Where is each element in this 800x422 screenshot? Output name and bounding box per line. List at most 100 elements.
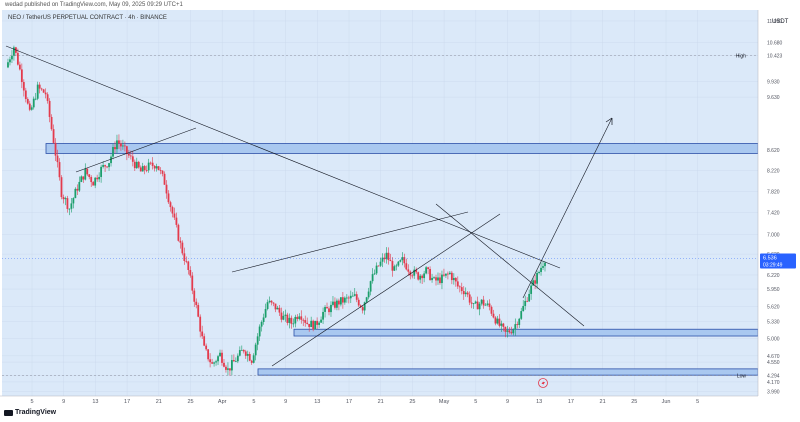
candle-down (40, 88, 43, 90)
candle-down (516, 324, 519, 325)
candle-down (88, 174, 91, 178)
candle-up (393, 266, 396, 271)
candle-down (157, 166, 160, 171)
candle-down (274, 303, 277, 310)
candle-up (320, 319, 322, 323)
candle-up (288, 317, 291, 323)
candle-up (155, 166, 158, 169)
candle-down (232, 360, 235, 362)
candle-down (387, 252, 390, 261)
x-tick-label: 5 (696, 399, 699, 405)
lightning-icon (541, 380, 545, 387)
candle-up (441, 274, 443, 284)
candle-down (52, 129, 55, 143)
candle-down (185, 260, 188, 262)
candle-down (179, 240, 182, 243)
candle-down (207, 349, 210, 360)
candle-down (280, 312, 283, 320)
candle-up (433, 277, 435, 279)
candle-down (129, 155, 132, 157)
candle-down (510, 332, 513, 334)
candle-down (270, 300, 273, 303)
candle-down (504, 326, 507, 332)
candle-up (141, 166, 144, 172)
candle-down (389, 260, 392, 262)
candle-down (435, 277, 437, 281)
candle-up (500, 323, 503, 326)
candle-up (116, 140, 118, 150)
x-tick-label: 25 (187, 399, 193, 405)
candle-down (177, 224, 180, 241)
candle-up (518, 318, 521, 325)
candle-up (367, 291, 370, 298)
candle-up (353, 294, 356, 296)
y-tick-label: 10.680 (767, 40, 783, 46)
candle-up (213, 362, 215, 364)
candle-up (486, 303, 489, 305)
trendlines-layer (5, 45, 613, 367)
candle-down (526, 300, 529, 302)
x-tick-label: 9 (62, 399, 65, 405)
candle-down (82, 176, 85, 180)
candle-down (492, 313, 495, 318)
candle-down (460, 287, 463, 292)
candle-up (401, 257, 404, 261)
trendline (75, 127, 197, 173)
candle-down (16, 52, 19, 65)
candle-up (472, 303, 475, 305)
candle-up (34, 98, 37, 100)
x-tick-label: 21 (378, 399, 384, 405)
candle-up (522, 305, 525, 312)
candle-down (290, 317, 293, 324)
candle-up (532, 280, 535, 286)
last-price-value: 6.536 (763, 256, 777, 262)
candle-down (86, 168, 89, 175)
x-tick-label: 17 (346, 399, 352, 405)
candle-down (242, 349, 245, 352)
candle-down (120, 143, 122, 147)
candle-down (308, 323, 311, 328)
zone-box (257, 368, 759, 376)
y-tick-label: 7.000 (767, 232, 780, 238)
candle-up (276, 307, 279, 310)
x-tick-label: Apr (218, 399, 227, 405)
candle-up (336, 300, 338, 308)
candle-up (112, 147, 114, 157)
candle-down (248, 353, 251, 361)
candle-up (448, 272, 451, 274)
candle-up (78, 181, 81, 191)
candle-down (439, 277, 441, 284)
trendline (231, 211, 469, 273)
price-axis[interactable] (758, 10, 800, 396)
y-tick-label: 8.620 (767, 148, 780, 154)
y-tick-label: 6.220 (767, 273, 780, 279)
candle-up (369, 281, 372, 292)
candle-down (328, 308, 330, 313)
candle-down (187, 261, 190, 271)
candle-down (403, 257, 406, 264)
candle-up (260, 321, 263, 327)
candle-down (193, 290, 196, 302)
candle-down (195, 301, 198, 306)
candle-down (534, 280, 536, 284)
candle-down (494, 317, 497, 324)
candle-up (147, 162, 150, 171)
currency-label: USDT (772, 19, 789, 25)
trendline (271, 213, 501, 367)
candle-down (326, 307, 328, 309)
y-tick-label: 10.423 (767, 54, 783, 60)
candle-up (284, 314, 287, 316)
candle-up (474, 301, 477, 304)
candle-up (478, 303, 481, 310)
candle-up (227, 368, 229, 370)
candle-up (332, 301, 334, 305)
candle-up (234, 361, 237, 363)
candle-up (80, 176, 83, 182)
candle-up (246, 353, 249, 356)
tradingview-brand: TradingView (15, 409, 57, 416)
candles-layer (7, 45, 546, 376)
candle-down (92, 182, 95, 186)
candle-up (419, 275, 422, 280)
candle-down (62, 197, 65, 200)
